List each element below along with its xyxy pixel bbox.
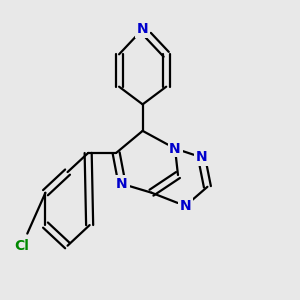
Text: Cl: Cl — [14, 239, 29, 253]
Text: N: N — [179, 199, 191, 213]
Text: N: N — [116, 177, 128, 191]
Text: N: N — [169, 142, 181, 155]
Text: N: N — [196, 150, 207, 164]
Text: N: N — [137, 22, 148, 36]
